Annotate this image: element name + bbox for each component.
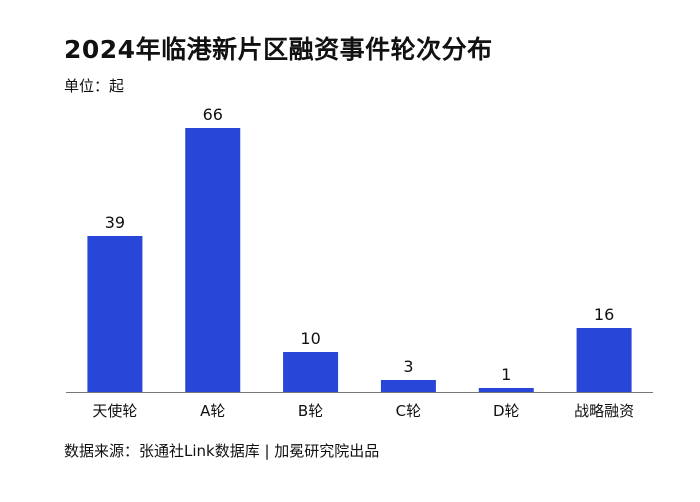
value-label-4: 1 bbox=[501, 365, 511, 384]
bar-3 bbox=[380, 380, 436, 392]
bar-5 bbox=[576, 328, 632, 392]
category-label-4: D轮 bbox=[493, 402, 520, 420]
value-labels-group: 39 66 10 3 1 16 bbox=[105, 105, 615, 384]
data-source-note: 数据来源：张通社Link数据库 | 加冕研究院出品 bbox=[64, 442, 380, 460]
bar-1 bbox=[185, 128, 241, 392]
category-labels-group: 天使轮 A轮 B轮 C轮 D轮 战略融资 bbox=[92, 402, 634, 420]
category-label-5: 战略融资 bbox=[574, 402, 634, 420]
value-label-1: 66 bbox=[203, 105, 223, 124]
chart-title: 2024年临港新片区融资事件轮次分布 bbox=[64, 35, 493, 64]
value-label-5: 16 bbox=[594, 305, 614, 324]
value-label-2: 10 bbox=[300, 329, 320, 348]
category-label-3: C轮 bbox=[396, 402, 421, 420]
bar-2 bbox=[283, 352, 339, 392]
bars-group bbox=[87, 128, 632, 392]
category-label-2: B轮 bbox=[298, 402, 323, 420]
bar-0 bbox=[87, 236, 143, 392]
unit-label: 单位：起 bbox=[64, 77, 125, 95]
value-label-0: 39 bbox=[105, 213, 125, 232]
value-label-3: 3 bbox=[403, 357, 413, 376]
bar-4 bbox=[478, 388, 534, 392]
category-label-1: A轮 bbox=[200, 402, 225, 420]
category-label-0: 天使轮 bbox=[92, 402, 137, 420]
